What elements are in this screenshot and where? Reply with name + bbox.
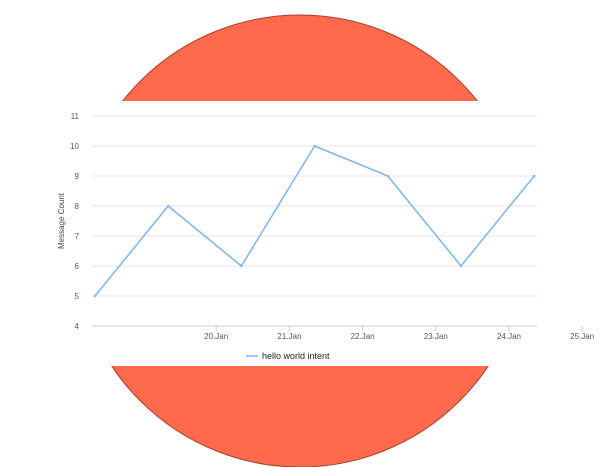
x-tick-label-20.Jan: 20.Jan [204, 332, 228, 341]
x-tick-label-21.Jan: 21.Jan [277, 332, 301, 341]
x-tick-label-24.Jan: 24.Jan [497, 332, 521, 341]
data-point-25.Jan[interactable] [533, 174, 536, 178]
y-tick-label-9: 9 [75, 172, 80, 181]
data-point-23.Jan[interactable] [386, 174, 389, 178]
data-point-19.Jan[interactable] [93, 294, 97, 298]
y-tick-label-11: 11 [71, 112, 80, 121]
y-tick-label-7: 7 [75, 232, 80, 241]
legend-label-hello-world-intent: hello world intent [262, 351, 330, 361]
series-layer [93, 144, 536, 298]
y-tick-label-8: 8 [75, 202, 80, 211]
x-tick-label-23.Jan: 23.Jan [424, 332, 448, 341]
x-axis: 20.Jan 21.Jan 22.Jan 23.Jan 24.Jan 25.Jan [204, 326, 594, 341]
y-tick-label-6: 6 [75, 262, 80, 271]
legend[interactable]: hello world intent [246, 351, 330, 361]
y-axis-label: Message Count [57, 192, 66, 249]
y-tick-label-4: 4 [75, 322, 80, 331]
y-tick-label-5: 5 [75, 292, 80, 301]
data-point-21.Jan[interactable] [240, 264, 243, 268]
grid-lines [92, 115, 537, 327]
x-tick-label-25.Jan: 25.Jan [570, 332, 594, 341]
data-point-20.Jan[interactable] [167, 204, 170, 208]
y-axis: 4 5 6 7 8 9 10 11 [70, 112, 79, 331]
data-point-24.Jan[interactable] [459, 264, 463, 268]
data-point-22.Jan[interactable] [313, 144, 316, 148]
y-tick-label-10: 10 [70, 142, 79, 151]
x-tick-label-22.Jan: 22.Jan [351, 332, 375, 341]
chart-panel [0, 101, 600, 366]
